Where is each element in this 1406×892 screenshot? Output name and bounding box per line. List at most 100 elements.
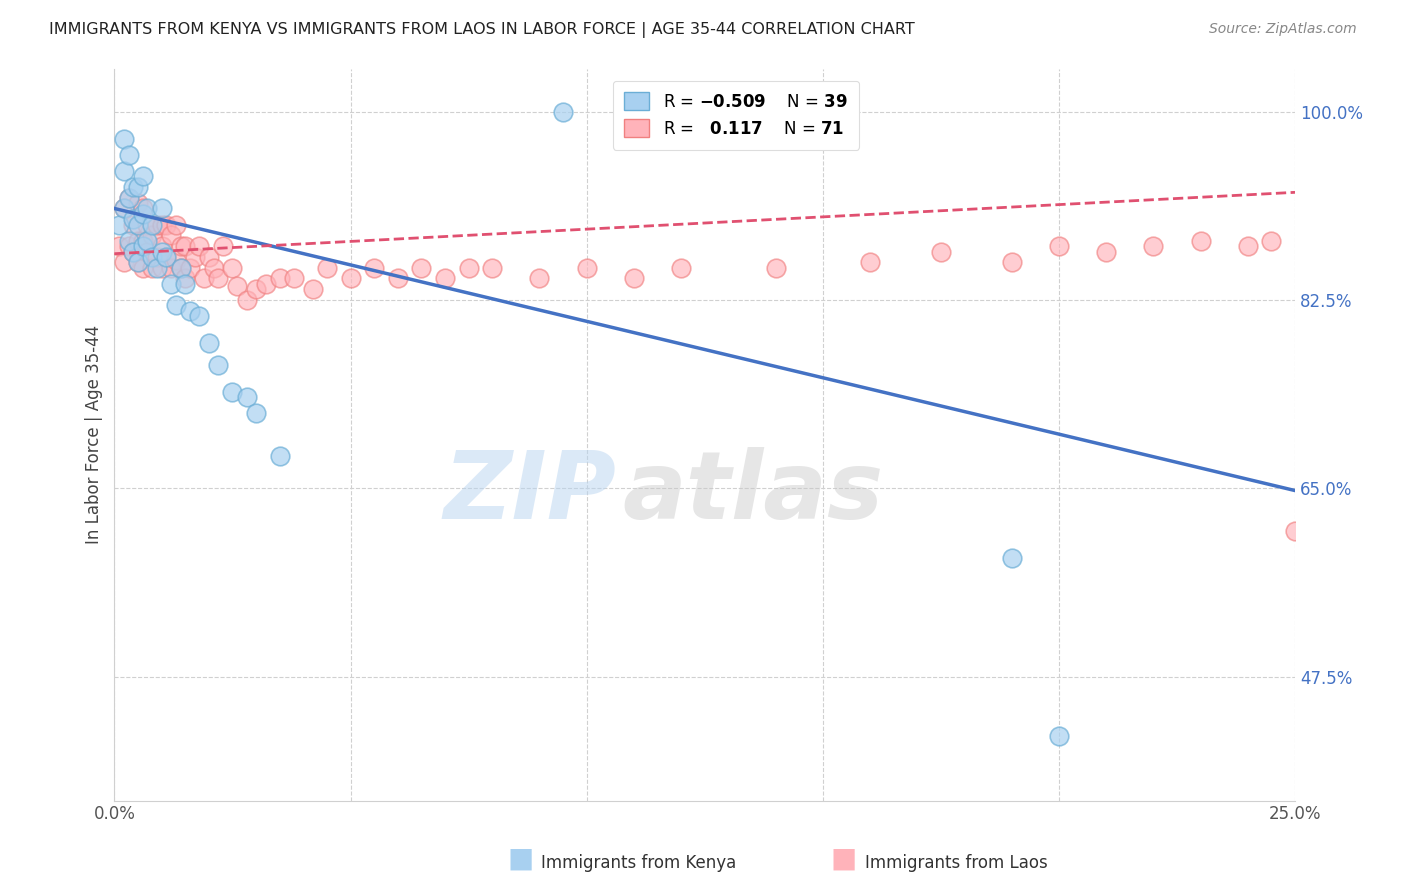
Point bbox=[481, 260, 503, 275]
Point bbox=[127, 196, 149, 211]
Point bbox=[141, 228, 163, 243]
Point bbox=[529, 271, 551, 285]
Point bbox=[150, 260, 173, 275]
Point bbox=[623, 271, 645, 285]
Point bbox=[112, 202, 135, 216]
Y-axis label: In Labor Force | Age 35-44: In Labor Force | Age 35-44 bbox=[86, 325, 103, 544]
Point bbox=[363, 260, 385, 275]
Point bbox=[169, 239, 191, 253]
Point bbox=[155, 250, 177, 264]
Point bbox=[136, 218, 159, 232]
Point bbox=[141, 250, 163, 264]
Point bbox=[150, 218, 173, 232]
Point bbox=[132, 202, 155, 216]
Point bbox=[141, 218, 163, 232]
Text: atlas: atlas bbox=[621, 447, 883, 539]
Point bbox=[339, 271, 361, 285]
Point bbox=[254, 277, 277, 291]
Point bbox=[301, 282, 323, 296]
Point bbox=[551, 104, 574, 119]
Text: IMMIGRANTS FROM KENYA VS IMMIGRANTS FROM LAOS IN LABOR FORCE | AGE 35-44 CORRELA: IMMIGRANTS FROM KENYA VS IMMIGRANTS FROM… bbox=[49, 22, 915, 38]
Point bbox=[198, 250, 221, 264]
Point bbox=[112, 163, 135, 178]
Point bbox=[193, 271, 215, 285]
Point bbox=[146, 260, 169, 275]
Point bbox=[202, 260, 225, 275]
Point bbox=[1001, 255, 1024, 269]
Point bbox=[112, 131, 135, 145]
Point bbox=[1260, 234, 1282, 248]
Point bbox=[169, 260, 191, 275]
Point bbox=[146, 218, 169, 232]
Point bbox=[188, 239, 211, 253]
Point bbox=[859, 255, 882, 269]
Point bbox=[155, 250, 177, 264]
Point bbox=[165, 298, 187, 312]
Point bbox=[132, 234, 155, 248]
Point bbox=[112, 202, 135, 216]
Point bbox=[183, 250, 205, 264]
Point bbox=[132, 169, 155, 184]
Point bbox=[1047, 729, 1070, 743]
Point bbox=[212, 239, 235, 253]
Point bbox=[150, 239, 173, 253]
Point bbox=[269, 271, 291, 285]
Point bbox=[207, 271, 229, 285]
Point bbox=[1284, 524, 1306, 539]
Point bbox=[155, 218, 177, 232]
Point bbox=[132, 239, 155, 253]
Point bbox=[127, 218, 149, 232]
Point bbox=[112, 255, 135, 269]
Point bbox=[117, 239, 139, 253]
Point bbox=[1236, 239, 1258, 253]
Point bbox=[136, 234, 159, 248]
Point bbox=[136, 244, 159, 259]
Point bbox=[108, 239, 131, 253]
Point bbox=[179, 303, 201, 318]
Point bbox=[127, 234, 149, 248]
Point bbox=[245, 406, 267, 420]
Point bbox=[221, 384, 243, 399]
Point bbox=[146, 250, 169, 264]
Point bbox=[221, 260, 243, 275]
Point bbox=[132, 207, 155, 221]
Point bbox=[235, 390, 257, 404]
Point bbox=[122, 180, 145, 194]
Point bbox=[179, 260, 201, 275]
Point bbox=[108, 218, 131, 232]
Text: ■: ■ bbox=[508, 845, 533, 872]
Point bbox=[165, 253, 187, 268]
Point bbox=[226, 279, 249, 293]
Point bbox=[117, 147, 139, 161]
Point bbox=[669, 260, 692, 275]
Point bbox=[132, 260, 155, 275]
Point bbox=[387, 271, 409, 285]
Point bbox=[929, 244, 952, 259]
Point bbox=[150, 202, 173, 216]
Point bbox=[765, 260, 787, 275]
Point bbox=[117, 191, 139, 205]
Point bbox=[174, 277, 197, 291]
Point bbox=[127, 180, 149, 194]
Point bbox=[1095, 244, 1118, 259]
Text: Source: ZipAtlas.com: Source: ZipAtlas.com bbox=[1209, 22, 1357, 37]
Text: Immigrants from Laos: Immigrants from Laos bbox=[865, 855, 1047, 872]
Point bbox=[174, 239, 197, 253]
Point bbox=[269, 449, 291, 463]
Point bbox=[169, 260, 191, 275]
Point bbox=[575, 260, 598, 275]
Point bbox=[235, 293, 257, 307]
Point bbox=[198, 336, 221, 351]
Point bbox=[1142, 239, 1164, 253]
Point bbox=[174, 271, 197, 285]
Point bbox=[117, 191, 139, 205]
Point bbox=[207, 358, 229, 372]
Point bbox=[1001, 551, 1024, 566]
Point bbox=[165, 218, 187, 232]
Point bbox=[141, 260, 163, 275]
Point bbox=[457, 260, 479, 275]
Point bbox=[127, 255, 149, 269]
Point bbox=[122, 218, 145, 232]
Text: ZIP: ZIP bbox=[443, 447, 616, 539]
Point bbox=[316, 260, 339, 275]
